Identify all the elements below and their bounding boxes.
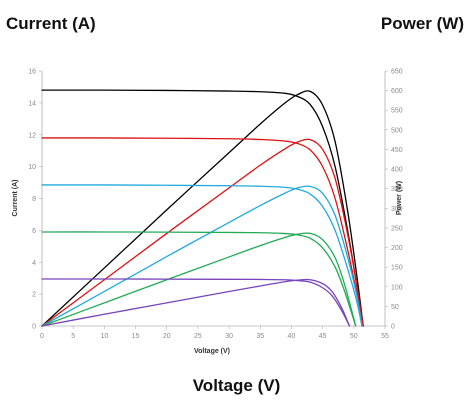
y-tick-label: 4 (32, 260, 36, 267)
x-tick-label: 55 (381, 333, 389, 340)
y-tick-label: 0 (32, 324, 36, 331)
x-tick-label: 5 (71, 333, 75, 340)
y2-axis-title: Power (W) (396, 181, 403, 215)
x-tick-label: 40 (288, 333, 296, 340)
y-tick-label: 2 (32, 292, 36, 299)
y2-tick-label: 400 (391, 167, 403, 174)
y2-tick-label: 600 (391, 88, 403, 95)
power-curve-7 (41, 232, 357, 327)
y2-tick-label: 300 (391, 206, 403, 213)
power-curve-5 (41, 185, 363, 327)
current-curve-0 (41, 89, 364, 327)
current-curve-8 (41, 278, 351, 327)
x-tick-label: 10 (100, 333, 108, 340)
y2-tick-label: 550 (391, 108, 403, 115)
y-tick-label: 12 (28, 132, 36, 139)
current-axis-heading: Current (A) (6, 14, 96, 33)
y2-tick-label: 650 (391, 69, 403, 76)
y2-tick-label: 200 (391, 245, 403, 252)
current-curve-4 (41, 184, 363, 327)
power-axis-heading: Power (W) (380, 14, 464, 33)
y-tick-label: 6 (32, 228, 36, 235)
y-axis-title: Current (A) (12, 180, 19, 217)
x-axis-title: Voltage (V) (194, 348, 230, 355)
y2-tick-label: 50 (391, 304, 399, 311)
voltage-axis-heading: Voltage (V) (192, 376, 281, 395)
y2-tick-label: 500 (391, 127, 403, 134)
power-curve-3 (41, 138, 364, 327)
power-curve-9 (41, 278, 351, 327)
y2-tick-label: 250 (391, 225, 403, 232)
chart-curves (41, 89, 364, 327)
x-tick-label: 50 (350, 333, 358, 340)
y2-tick-label: 450 (391, 147, 403, 154)
current-curve-6 (41, 231, 357, 327)
chart-ticks: 0 5 10 15 20 25 30 35 40 45 50 55024681012141605010… (28, 69, 403, 341)
x-tick-label: 0 (40, 333, 44, 340)
y-tick-label: 16 (28, 69, 36, 76)
x-tick-label: 15 (132, 333, 140, 340)
x-tick-label: 25 (194, 333, 202, 340)
y2-tick-label: 100 (391, 284, 403, 291)
x-tick-label: 20 (163, 333, 171, 340)
current-curve-2 (41, 137, 364, 327)
x-tick-label: 30 (225, 333, 233, 340)
y2-tick-label: 350 (391, 186, 403, 193)
y2-tick-label: 0 (391, 324, 395, 331)
y-tick-label: 10 (28, 164, 36, 171)
power-curve-1 (41, 90, 364, 327)
x-tick-label: 35 (256, 333, 264, 340)
x-tick-label: 45 (319, 333, 327, 340)
y-tick-label: 14 (28, 100, 36, 107)
y2-tick-label: 150 (391, 265, 403, 272)
y-tick-label: 8 (32, 196, 36, 203)
